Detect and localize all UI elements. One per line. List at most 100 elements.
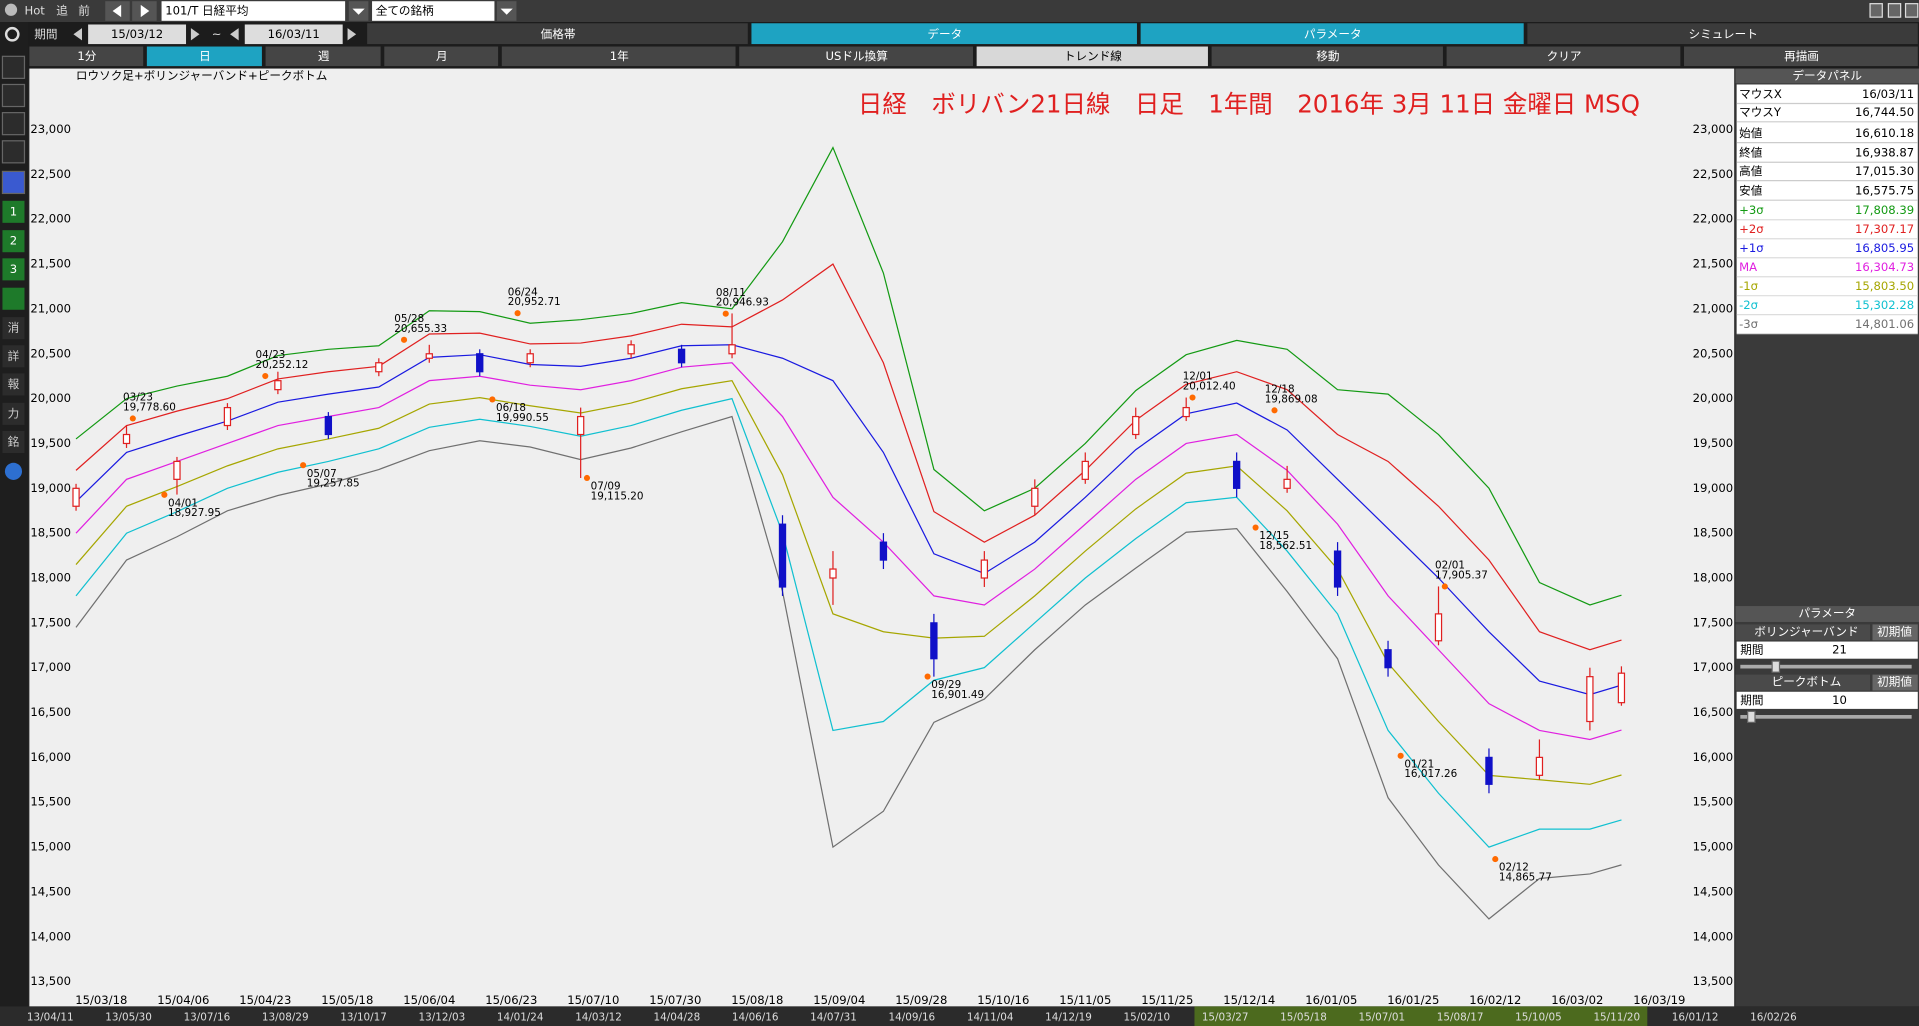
tool-icon[interactable] — [1, 140, 26, 164]
toolbar-button[interactable] — [739, 46, 973, 67]
annotation-date: 06/18 — [496, 402, 526, 414]
reset-button[interactable] — [1872, 624, 1918, 641]
date-box[interactable] — [88, 24, 187, 45]
side-button[interactable] — [2, 430, 25, 454]
search-icon[interactable] — [4, 26, 20, 42]
panel-band-label: MA — [1739, 260, 1757, 274]
candle-body — [72, 487, 80, 507]
toolbar-button-label: クリア — [1547, 49, 1582, 63]
candle-body — [526, 353, 534, 364]
x-tick-label: 15/11/05 — [1059, 993, 1111, 1007]
slider-thumb[interactable] — [1771, 660, 1781, 673]
param-section-header — [1735, 624, 1871, 641]
tab-label: シミュレート — [1688, 27, 1757, 41]
y-tick-label-right: 22,000 — [1693, 212, 1734, 226]
overview-date: 16/01/12 — [1672, 1011, 1719, 1023]
overview-date: 14/04/28 — [654, 1011, 701, 1023]
slider-thumb[interactable] — [1747, 710, 1756, 723]
side-button[interactable] — [2, 317, 25, 340]
tool-icon[interactable] — [1, 83, 26, 108]
param-section-name: ピークボトム — [1772, 674, 1842, 688]
toolbar-button[interactable] — [29, 46, 144, 67]
y-tick-label: 15,500 — [30, 795, 71, 809]
param-name: 期間 — [1740, 643, 1763, 657]
panel-band-label: +2σ — [1739, 222, 1764, 236]
y-tick-label-right: 18,000 — [1693, 571, 1734, 585]
side-button[interactable] — [2, 200, 25, 223]
panel-row-label: 高値 — [1739, 164, 1763, 178]
side-button[interactable] — [2, 345, 25, 368]
side-button-label: 力 — [8, 406, 20, 420]
panel-row-value: 16,938.87 — [1855, 146, 1914, 160]
overview-date: 15/02/10 — [1123, 1011, 1170, 1023]
window-button[interactable] — [1887, 3, 1902, 18]
tool-icon[interactable] — [1, 55, 26, 79]
annotation-date: 12/01 — [1183, 371, 1213, 383]
x-tick-label: 15/12/14 — [1223, 993, 1275, 1007]
side-button[interactable] — [2, 402, 25, 425]
tab[interactable] — [1140, 23, 1524, 45]
candle-body — [677, 348, 686, 364]
y-tick-label: 16,000 — [30, 750, 71, 764]
annotation-date: 08/11 — [716, 287, 746, 299]
toolbar-button-label: USドル換算 — [826, 49, 888, 63]
candle-body — [980, 559, 989, 579]
peak-bottom-marker — [583, 474, 591, 482]
toolbar-button[interactable] — [146, 46, 262, 67]
candle-body — [1031, 487, 1039, 507]
y-tick-label-right: 23,000 — [1693, 122, 1734, 136]
toolbar-button-label: 月 — [436, 49, 448, 63]
toolbar-button[interactable] — [1446, 46, 1681, 67]
panel-row-label: マウスY — [1739, 105, 1782, 119]
toolbar-button[interactable] — [265, 46, 381, 67]
peak-bottom-marker — [722, 310, 729, 317]
overview-date: 14/03/12 — [575, 1011, 622, 1023]
reset-button[interactable] — [1872, 674, 1918, 691]
side-button[interactable] — [2, 258, 25, 281]
peak-bottom-marker — [1397, 752, 1404, 759]
y-tick-label-right: 19,500 — [1693, 436, 1734, 450]
window-button[interactable] — [1904, 3, 1919, 18]
overview-date: 14/09/16 — [889, 1011, 936, 1023]
toolbar-button: 前 — [78, 4, 90, 18]
annotation-date: 12/15 — [1259, 530, 1289, 542]
candle-body — [375, 362, 383, 373]
toolbar-button-label: 再描画 — [1784, 49, 1819, 63]
toolbar-button-label: トレンド線 — [1064, 49, 1122, 63]
y-tick-label-right: 14,000 — [1693, 929, 1734, 943]
toolbar-button[interactable] — [976, 46, 1208, 67]
side-button[interactable] — [2, 373, 25, 396]
y-tick-label: 19,000 — [30, 481, 71, 495]
band-line — [75, 379, 1622, 785]
universe-box[interactable] — [372, 1, 495, 21]
star-button[interactable] — [2, 287, 25, 310]
toolbar-button[interactable] — [384, 46, 499, 67]
peak-bottom-marker — [489, 396, 496, 403]
panel-band-value: 17,307.17 — [1855, 222, 1914, 236]
overview-date: 13/08/29 — [262, 1011, 309, 1023]
candle-body — [1333, 550, 1342, 588]
period-label: 期間 — [34, 27, 57, 41]
tab-label: 価格帯 — [541, 27, 576, 41]
y-tick-label-right: 20,000 — [1693, 391, 1734, 405]
side-button-label: 消 — [8, 321, 20, 335]
symbol-box[interactable] — [161, 1, 346, 21]
annotation-value: 19,257.85 — [307, 478, 360, 490]
toolbar-button[interactable] — [1684, 46, 1918, 67]
toolbar-button[interactable] — [1211, 46, 1443, 67]
candle-body — [1535, 756, 1544, 776]
window-button[interactable] — [1869, 3, 1883, 18]
tab[interactable] — [751, 23, 1137, 45]
overview-date: 13/10/17 — [340, 1011, 387, 1023]
peak-bottom-marker — [262, 372, 269, 380]
tool-icon[interactable] — [1, 170, 26, 195]
tab[interactable] — [1527, 23, 1918, 45]
tab[interactable] — [367, 23, 748, 45]
tool-icon[interactable] — [1, 112, 26, 136]
toolbar-button[interactable] — [501, 46, 736, 67]
side-button[interactable] — [2, 230, 25, 253]
date-box[interactable] — [244, 24, 343, 45]
settings-icon[interactable] — [4, 462, 23, 480]
overview-date: 13/04/11 — [27, 1011, 74, 1023]
peak-bottom-marker — [129, 415, 136, 422]
